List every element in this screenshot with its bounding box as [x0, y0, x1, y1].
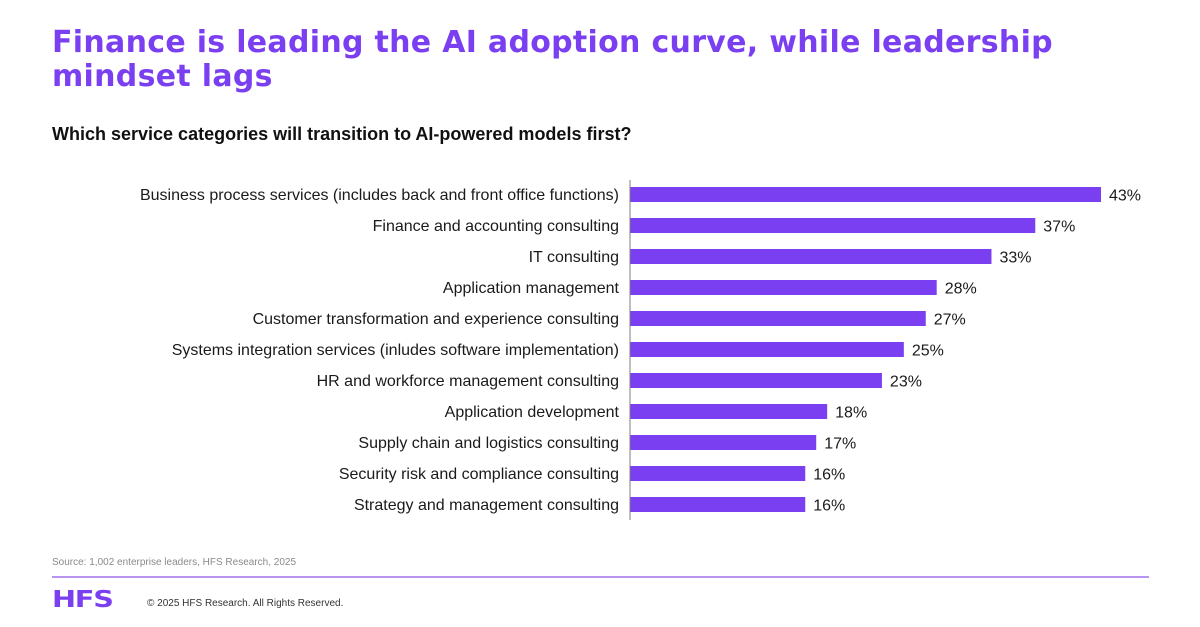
bar-row: HR and workforce management consulting 23… — [317, 373, 922, 391]
value-label: 18% — [835, 405, 867, 422]
category-label: Customer transformation and experience c… — [253, 311, 619, 328]
value-label: 16% — [813, 467, 845, 484]
value-label: 28% — [945, 281, 977, 298]
copyright-text: © 2025 HFS Research. All Rights Reserved… — [147, 598, 344, 609]
bar — [630, 311, 926, 326]
bar — [630, 187, 1101, 202]
bar — [630, 497, 806, 512]
footer-divider — [52, 576, 1149, 578]
bar — [630, 404, 828, 419]
bar-row: Application development 18% — [445, 404, 867, 422]
bar-row: Application management 28% — [443, 280, 977, 298]
bar-row: Security risk and compliance consulting 1… — [339, 466, 845, 484]
category-label: Finance and accounting consulting — [373, 218, 619, 235]
category-label: Application development — [445, 404, 620, 421]
category-label: Security risk and compliance consulting — [339, 466, 619, 483]
value-label: 23% — [890, 374, 922, 391]
category-label: HR and workforce management consulting — [317, 373, 619, 390]
value-label: 25% — [912, 343, 944, 360]
page-title: Finance is leading the AI adoption curve… — [52, 25, 1053, 94]
category-label: IT consulting — [529, 249, 619, 266]
bar — [630, 218, 1036, 233]
bar-row: Supply chain and logistics consulting 17% — [358, 435, 856, 453]
chart-subtitle: Which service categories will transition… — [52, 124, 632, 144]
value-label: 17% — [824, 436, 856, 453]
bar — [630, 466, 806, 481]
bar-row: Finance and accounting consulting 37% — [373, 218, 1075, 236]
value-label: 37% — [1043, 219, 1075, 236]
bar-row: Systems integration services (inludes so… — [172, 342, 944, 360]
bar — [630, 249, 992, 264]
bar-row: Customer transformation and experience c… — [253, 311, 966, 329]
value-label: 27% — [934, 312, 966, 329]
bar-row: IT consulting 33% — [529, 249, 1031, 267]
value-label: 43% — [1109, 188, 1141, 205]
category-label: Strategy and management consulting — [354, 497, 619, 514]
category-label: Business process services (includes back… — [140, 187, 619, 204]
bar — [630, 373, 882, 388]
bar-row: Strategy and management consulting 16% — [354, 497, 845, 515]
bar — [630, 280, 937, 295]
value-label: 16% — [813, 498, 845, 515]
category-label: Supply chain and logistics consulting — [358, 435, 619, 452]
bar-chart: Business process services (includes back… — [140, 180, 1141, 520]
category-label: Systems integration services (inludes so… — [172, 342, 619, 359]
hfs-logo: HFS — [52, 587, 114, 613]
bar — [630, 342, 904, 357]
bar-row: Business process services (includes back… — [140, 187, 1141, 205]
value-label: 33% — [999, 250, 1031, 267]
bars-layer: Business process services (includes back… — [140, 187, 1141, 515]
source-note: Source: 1,002 enterprise leaders, HFS Re… — [52, 557, 297, 568]
category-label: Application management — [443, 280, 620, 297]
bar — [630, 435, 817, 450]
